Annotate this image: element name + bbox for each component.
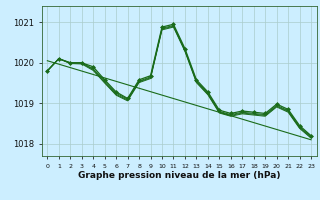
X-axis label: Graphe pression niveau de la mer (hPa): Graphe pression niveau de la mer (hPa) bbox=[78, 171, 280, 180]
